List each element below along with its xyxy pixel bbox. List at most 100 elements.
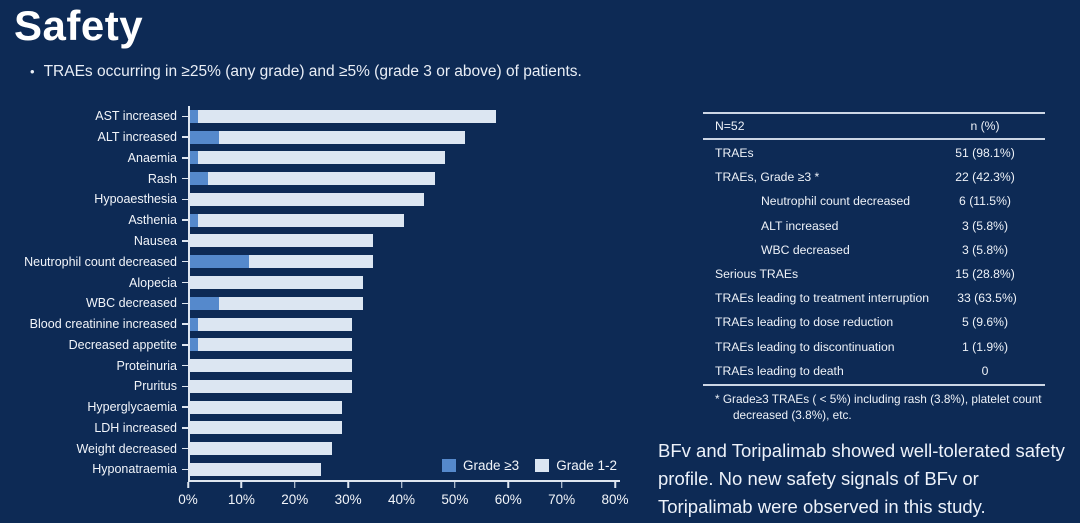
bar-grade12-segment [188, 421, 342, 435]
category-label: LDH increased [94, 420, 177, 435]
bar-grade12-segment [198, 213, 404, 227]
bar-grade12-segment [188, 359, 353, 373]
table-row-label: TRAEs leading to dose reduction [715, 315, 894, 330]
bar-track [188, 338, 615, 352]
x-tick-label: 0% [178, 491, 198, 507]
table-row-value: 5 (9.6%) [961, 315, 1009, 330]
x-tick-mark [400, 481, 403, 488]
bar-track [188, 317, 615, 331]
bullet-text: TRAEs occurring in ≥25% (any grade) and … [43, 63, 582, 80]
bar-track [188, 442, 615, 456]
bar-track [188, 192, 615, 206]
x-tick-mark [454, 481, 456, 488]
chart-row: Alopecia [8, 272, 633, 293]
bar-track [188, 400, 615, 414]
bar-grade12-segment [198, 109, 496, 123]
table-footnote: * Grade≥3 TRAEs ( < 5%) including rash (… [715, 391, 1042, 422]
table-row: Serious TRAEs 15 (28.8%) [703, 262, 1045, 286]
category-label: Hypoaesthesia [94, 192, 177, 207]
x-tick-mark [187, 481, 189, 488]
x-tick-mark [507, 481, 509, 488]
bar-grade3-segment [188, 255, 250, 269]
bar-grade3-segment [188, 172, 209, 186]
x-tick-mark [294, 481, 296, 488]
bar-track [188, 359, 615, 373]
bar-grade12-segment [188, 442, 332, 456]
y-tick-mark [182, 385, 188, 388]
chart-row: Hyponatraemia [8, 459, 633, 480]
bar-grade12-segment [198, 151, 445, 165]
bar-track [188, 130, 615, 144]
x-tick-mark [240, 481, 243, 488]
bar-grade12-segment [249, 255, 373, 269]
chart-row: Asthenia [8, 210, 633, 231]
chart-row: LDH increased [8, 417, 633, 438]
bar-grade12-segment [188, 276, 363, 289]
bar-track [188, 213, 615, 227]
chart-row: Hypoaesthesia [8, 189, 633, 210]
conclusion-text: BFv and Toripalimab showed well-tolerate… [658, 440, 1065, 517]
table-row-label: TRAEs [715, 146, 754, 161]
bar-grade12-segment [188, 234, 373, 248]
bar-grade12-segment [208, 172, 435, 186]
chart-row: Neutrophil count decreased [8, 251, 633, 272]
table-row-value: 1 (1.9%) [961, 339, 1009, 354]
table-row-label: TRAEs leading to treatment interruption [715, 291, 930, 306]
legend-item: Grade ≥3 [442, 458, 519, 473]
table-row-value: 3 (5.8%) [961, 218, 1009, 233]
table-row-value: 15 (28.8%) [955, 267, 1015, 282]
category-label: Blood creatinine increased [29, 317, 177, 332]
bar-track [188, 172, 615, 186]
category-label: Neutrophil count decreased [24, 254, 177, 269]
chart-legend: Grade ≥3 Grade 1-2 [442, 458, 617, 473]
bar-track [188, 151, 615, 165]
table-header-n: N=52 [715, 119, 745, 133]
table-row: ALT increased 3 (5.8%) [703, 214, 1045, 238]
bar-track [188, 421, 615, 435]
category-label: Proteinuria [116, 358, 177, 373]
y-tick-mark [182, 468, 188, 471]
category-label: Rash [147, 171, 177, 186]
y-tick-mark [182, 302, 188, 305]
legend-swatch [535, 459, 550, 472]
bar-track [188, 109, 615, 123]
table-row: TRAEs leading to dose reduction 5 (9.6%) [703, 310, 1045, 334]
bar-grade3-segment [188, 296, 219, 310]
table-row-value: 3 (5.8%) [961, 242, 1009, 257]
table-row: TRAEs, Grade ≥3 * 22 (42.3%) [703, 165, 1045, 189]
bullet-line: • TRAEs occurring in ≥25% (any grade) an… [30, 63, 582, 81]
bar-grade12-segment [218, 130, 465, 144]
table-row-label: TRAEs leading to discontinuation [715, 339, 895, 354]
category-label: Decreased appetite [68, 337, 177, 352]
legend-item: Grade 1-2 [535, 458, 617, 473]
bar-track [188, 234, 615, 248]
y-axis-line [188, 106, 190, 481]
category-label: ALT increased [97, 130, 177, 145]
table-header: N=52 n (%) [703, 112, 1045, 140]
bar-track [188, 379, 615, 393]
y-tick-mark [182, 198, 188, 201]
category-label: Alopecia [129, 275, 177, 290]
y-tick-mark [182, 157, 188, 159]
bar-grade12-segment [218, 296, 363, 310]
bar-grade12-segment [198, 317, 353, 331]
y-tick-mark [182, 260, 188, 263]
table-row-label: TRAEs leading to death [715, 363, 844, 378]
bar-track [188, 462, 615, 476]
category-label: Asthenia [128, 213, 177, 228]
chart-row: Rash [8, 168, 633, 189]
bar-grade3-segment [188, 151, 199, 165]
table-row: Neutrophil count decreased 6 (11.5%) [703, 189, 1045, 213]
category-label: Hyponatraemia [92, 462, 177, 477]
y-tick-mark [182, 447, 188, 450]
chart-row: Anaemia [8, 148, 633, 169]
category-label: AST increased [95, 109, 177, 124]
x-tick-label: 70% [548, 491, 576, 507]
category-label: Hyperglycaemia [87, 400, 177, 415]
y-tick-mark [182, 136, 188, 138]
x-tick-mark [614, 481, 616, 488]
bar-track [188, 296, 615, 310]
table-header-npct: n (%) [970, 119, 1000, 133]
x-ticks: 0% 10% 20% 30% 40% 50% 60% 70% 80% [178, 481, 629, 512]
bar-grade3-segment [188, 213, 199, 227]
